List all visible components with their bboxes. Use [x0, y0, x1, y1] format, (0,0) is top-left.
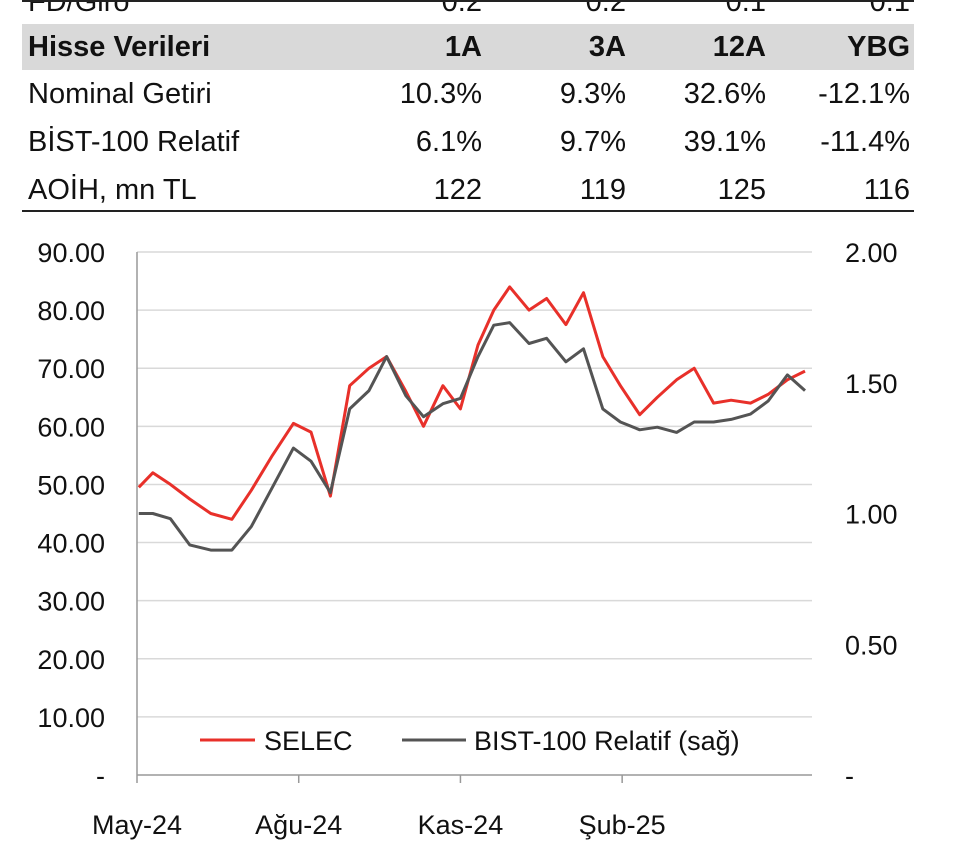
y-right-tick-label: 1.50 [845, 369, 898, 399]
legend-label-selec: SELEC [264, 726, 353, 756]
table-row-clipped: FD/Giro 0.2 0.2 0.1 0.1 [22, 0, 914, 24]
y-right-tick-label: 0.50 [845, 630, 898, 660]
x-tick-label: Şub-25 [579, 810, 666, 840]
column-header: 12A [712, 31, 766, 63]
cell-value: 0.2 [441, 0, 482, 18]
series-line-bist-relative [138, 321, 806, 552]
y-right-tick-label: 2.00 [845, 238, 898, 268]
y-left-tick-label: 40.00 [37, 529, 105, 559]
row-label: AOİH, mn TL [28, 174, 197, 206]
y-left-tick-label: 60.00 [37, 412, 105, 442]
y-left-tick-label: 30.00 [37, 587, 105, 617]
table-header-row: Hisse Verileri 1A 3A 12A YBG [22, 24, 914, 70]
row-label: BİST-100 Relatif [28, 126, 240, 158]
cell-value: 39.1% [683, 126, 766, 158]
x-tick-label: Kas-24 [418, 810, 504, 840]
header-label: Hisse Verileri [28, 31, 211, 63]
y-left-tick-label: 50.00 [37, 470, 105, 500]
cell-value: 0.2 [585, 0, 626, 18]
cell-value: 0.1 [725, 0, 766, 18]
x-tick-label: May-24 [92, 810, 182, 840]
cell-value: 0.1 [869, 0, 910, 18]
column-header: YBG [847, 31, 910, 63]
cell-value: -11.4% [820, 126, 910, 158]
cell-value: 6.1% [415, 126, 482, 158]
table-row: Nominal Getiri 10.3% 9.3% 32.6% -12.1% [22, 70, 914, 118]
cell-value: 122 [433, 174, 482, 206]
column-header: 1A [444, 31, 482, 63]
y-left-tick-label: 10.00 [37, 703, 105, 733]
stock-data-table: FD/Giro 0.2 0.2 0.1 0.1 Hisse Verileri 1… [22, 0, 914, 214]
legend-box [190, 718, 790, 762]
y-right-tick-label: 1.00 [845, 500, 898, 530]
cell-value: 125 [717, 174, 766, 206]
cell-value: 9.3% [559, 78, 626, 110]
y-left-tick-label: - [96, 761, 105, 791]
cell-value: 32.6% [683, 78, 766, 110]
cell-value: -12.1% [818, 78, 910, 110]
row-label: FD/Giro [28, 0, 130, 18]
y-left-tick-label: 90.00 [37, 238, 105, 268]
y-left-tick-label: 20.00 [37, 645, 105, 675]
legend-label-bist: BIST-100 Relatif (sağ) [474, 726, 740, 756]
cell-value: 116 [863, 174, 910, 206]
table-row: AOİH, mn TL 122 119 125 116 [22, 166, 914, 214]
cell-value: 10.3% [399, 78, 482, 110]
y-right-tick-label: - [845, 761, 854, 791]
y-left-tick-label: 70.00 [37, 354, 105, 384]
y-left-tick-label: 80.00 [37, 296, 105, 326]
row-label: Nominal Getiri [28, 78, 212, 110]
column-header: 3A [588, 31, 626, 63]
cell-value: 119 [579, 174, 626, 206]
x-tick-label: Ağu-24 [255, 810, 342, 840]
cell-value: 9.7% [559, 126, 626, 158]
table-row: BİST-100 Relatif 6.1% 9.7% 39.1% -11.4% [22, 118, 914, 166]
table-top-rule [22, 0, 914, 2]
table-bottom-rule [22, 210, 914, 212]
